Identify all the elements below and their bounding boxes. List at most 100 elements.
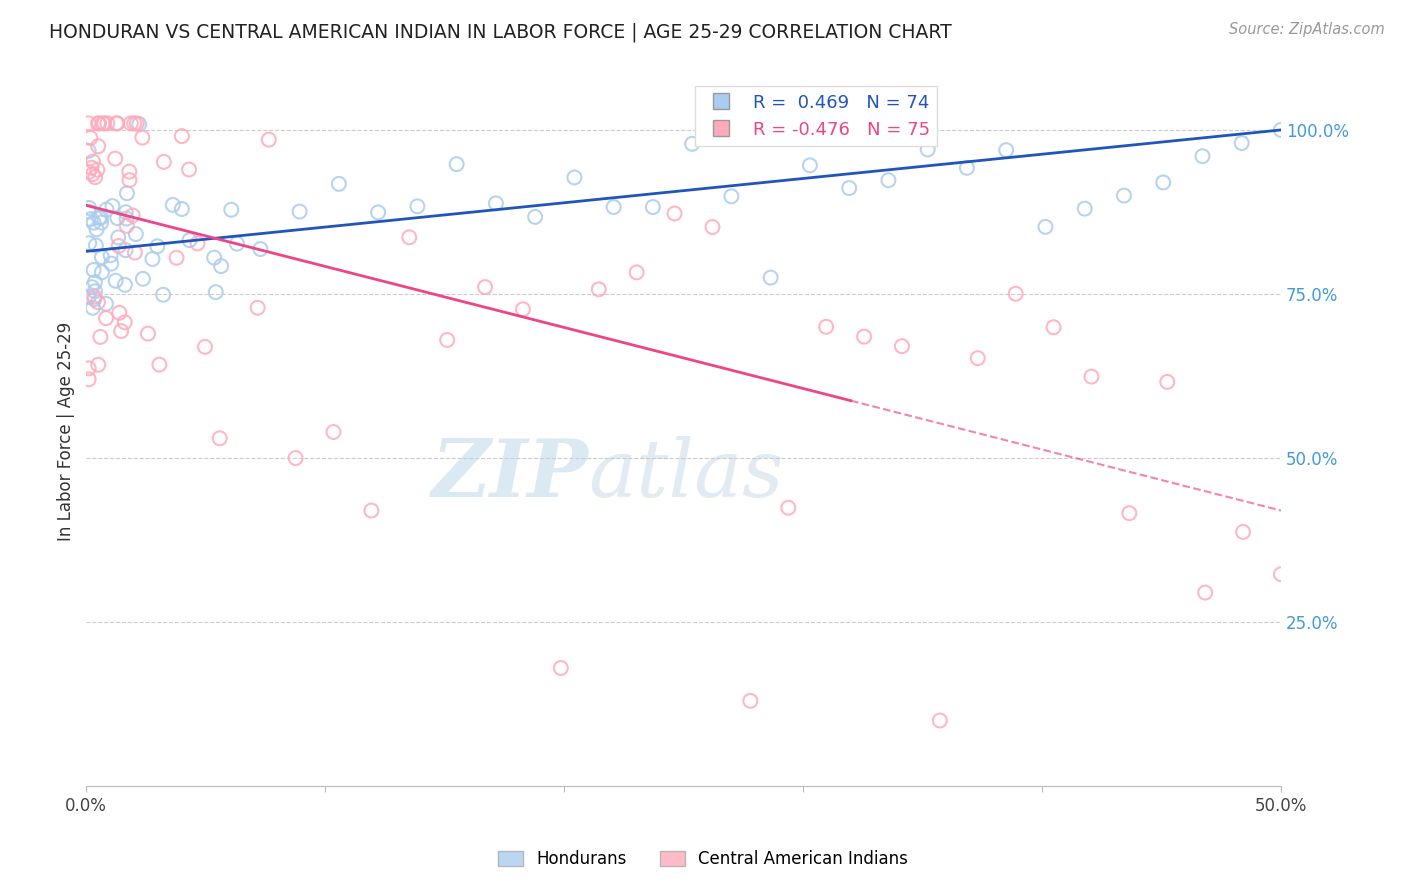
Point — [1230, 136, 1253, 150]
Point — [166, 251, 188, 265]
Y-axis label: In Labor Force | Age 25-29: In Labor Force | Age 25-29 — [58, 322, 75, 541]
Point — [1004, 286, 1026, 301]
Point — [219, 202, 242, 217]
Point — [89, 211, 111, 225]
Point — [131, 130, 153, 145]
Point — [956, 161, 979, 175]
Point — [1080, 369, 1102, 384]
Point — [246, 301, 269, 315]
Point — [204, 285, 226, 300]
Point — [90, 211, 112, 225]
Point — [524, 210, 547, 224]
Point — [406, 199, 429, 213]
Point — [104, 152, 127, 166]
Point — [122, 116, 145, 130]
Point — [917, 143, 939, 157]
Point — [208, 431, 231, 445]
Point — [1152, 176, 1174, 190]
Point — [681, 136, 703, 151]
Point — [474, 280, 496, 294]
Point — [799, 158, 821, 172]
Point — [90, 216, 112, 230]
Point — [83, 263, 105, 277]
Point — [80, 161, 103, 175]
Text: atlas: atlas — [588, 435, 783, 513]
Point — [100, 248, 122, 262]
Point — [107, 230, 129, 244]
Point — [995, 143, 1018, 157]
Point — [120, 116, 142, 130]
Point — [209, 259, 232, 273]
Point — [1118, 506, 1140, 520]
Point — [105, 116, 128, 130]
Point — [90, 250, 112, 264]
Point — [322, 425, 344, 439]
Point — [641, 200, 664, 214]
Point — [84, 170, 107, 185]
Point — [91, 116, 114, 130]
Point — [328, 177, 350, 191]
Point — [77, 165, 100, 179]
Point — [94, 297, 117, 311]
Point — [202, 251, 225, 265]
Point — [284, 450, 307, 465]
Point — [82, 301, 104, 315]
Point — [128, 117, 150, 131]
Legend: R =  0.469   N = 74, R = -0.476   N = 75: R = 0.469 N = 74, R = -0.476 N = 75 — [696, 87, 938, 146]
Point — [136, 326, 159, 341]
Point — [177, 162, 200, 177]
Point — [86, 222, 108, 236]
Point — [87, 295, 110, 310]
Point — [740, 694, 762, 708]
Point — [1194, 585, 1216, 599]
Point — [1270, 123, 1292, 137]
Point — [141, 252, 163, 266]
Point — [360, 503, 382, 517]
Point — [664, 206, 686, 220]
Point — [179, 233, 201, 247]
Point — [702, 220, 724, 235]
Point — [83, 216, 105, 230]
Point — [877, 173, 900, 187]
Point — [77, 204, 100, 219]
Point — [77, 361, 100, 376]
Point — [115, 211, 138, 226]
Point — [82, 167, 104, 181]
Point — [115, 219, 138, 233]
Point — [114, 205, 136, 219]
Text: Source: ZipAtlas.com: Source: ZipAtlas.com — [1229, 22, 1385, 37]
Point — [436, 333, 458, 347]
Point — [80, 212, 103, 227]
Point — [96, 116, 118, 130]
Point — [838, 181, 860, 195]
Point — [778, 500, 800, 515]
Point — [87, 116, 110, 130]
Point — [170, 202, 193, 216]
Point — [114, 277, 136, 292]
Point — [90, 265, 112, 279]
Point — [1035, 219, 1057, 234]
Point — [966, 351, 988, 366]
Point — [87, 139, 110, 153]
Point — [162, 198, 184, 212]
Point — [84, 275, 107, 289]
Point — [94, 311, 117, 326]
Point — [367, 205, 389, 219]
Point — [288, 204, 311, 219]
Point — [80, 280, 103, 294]
Point — [626, 265, 648, 279]
Point — [87, 358, 110, 372]
Point — [152, 287, 174, 301]
Point — [1112, 188, 1135, 202]
Point — [1073, 202, 1095, 216]
Point — [93, 116, 115, 130]
Point — [101, 199, 124, 213]
Point — [86, 162, 108, 177]
Point — [77, 290, 100, 304]
Point — [564, 170, 586, 185]
Point — [125, 116, 148, 130]
Point — [77, 372, 100, 386]
Point — [1191, 149, 1213, 163]
Point — [853, 329, 876, 343]
Point — [398, 230, 420, 244]
